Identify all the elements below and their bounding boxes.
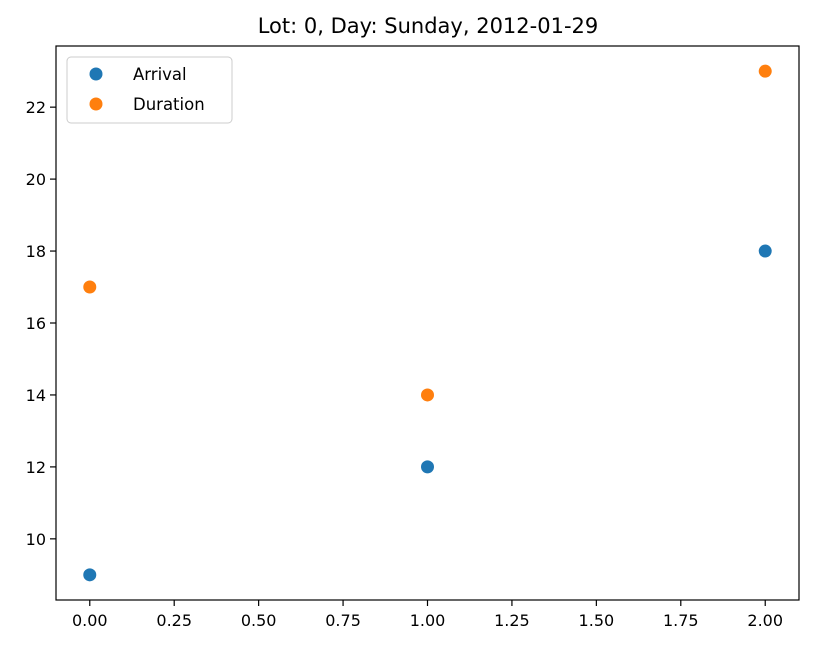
y-tick-label: 12 (26, 458, 46, 477)
x-tick-label: 0.25 (156, 611, 192, 630)
legend-label-arrival: Arrival (133, 65, 187, 84)
x-tick-label: 1.25 (494, 611, 530, 630)
point-arrival (83, 568, 97, 582)
y-tick-label: 18 (26, 242, 46, 261)
y-tick-label: 10 (26, 530, 46, 549)
legend-box (66, 56, 233, 124)
point-arrival (421, 460, 434, 474)
x-tick-label: 0.00 (72, 611, 108, 630)
chart-title: Lot: 0, Day: Sunday, 2012-01-29 (258, 14, 599, 38)
x-axis: 0.00 0.25 0.50 0.75 1.00 1.25 1.50 1.75 2.00 (72, 600, 783, 630)
y-tick-label: 22 (26, 98, 46, 117)
legend-label-duration: Duration (133, 95, 205, 114)
point-duration (758, 64, 772, 78)
x-tick-label: 0.50 (241, 611, 277, 630)
y-tick-label: 20 (26, 170, 46, 189)
y-tick-label: 14 (26, 386, 46, 405)
x-tick-label: 1.50 (579, 611, 615, 630)
legend-marker-arrival (89, 67, 103, 81)
y-axis: 10 12 14 16 18 20 22 (26, 98, 56, 549)
x-tick-label: 1.00 (410, 611, 446, 630)
x-tick-label: 1.75 (663, 611, 699, 630)
point-duration (83, 280, 97, 294)
legend: Arrival Duration (66, 56, 233, 124)
x-tick-label: 2.00 (747, 611, 783, 630)
legend-marker-duration (89, 97, 103, 111)
x-tick-label: 0.75 (325, 611, 361, 630)
y-tick-label: 16 (26, 314, 46, 333)
plot-area-frame (55, 45, 800, 601)
point-duration (421, 388, 434, 402)
point-arrival (758, 244, 772, 258)
data-points (83, 64, 772, 582)
